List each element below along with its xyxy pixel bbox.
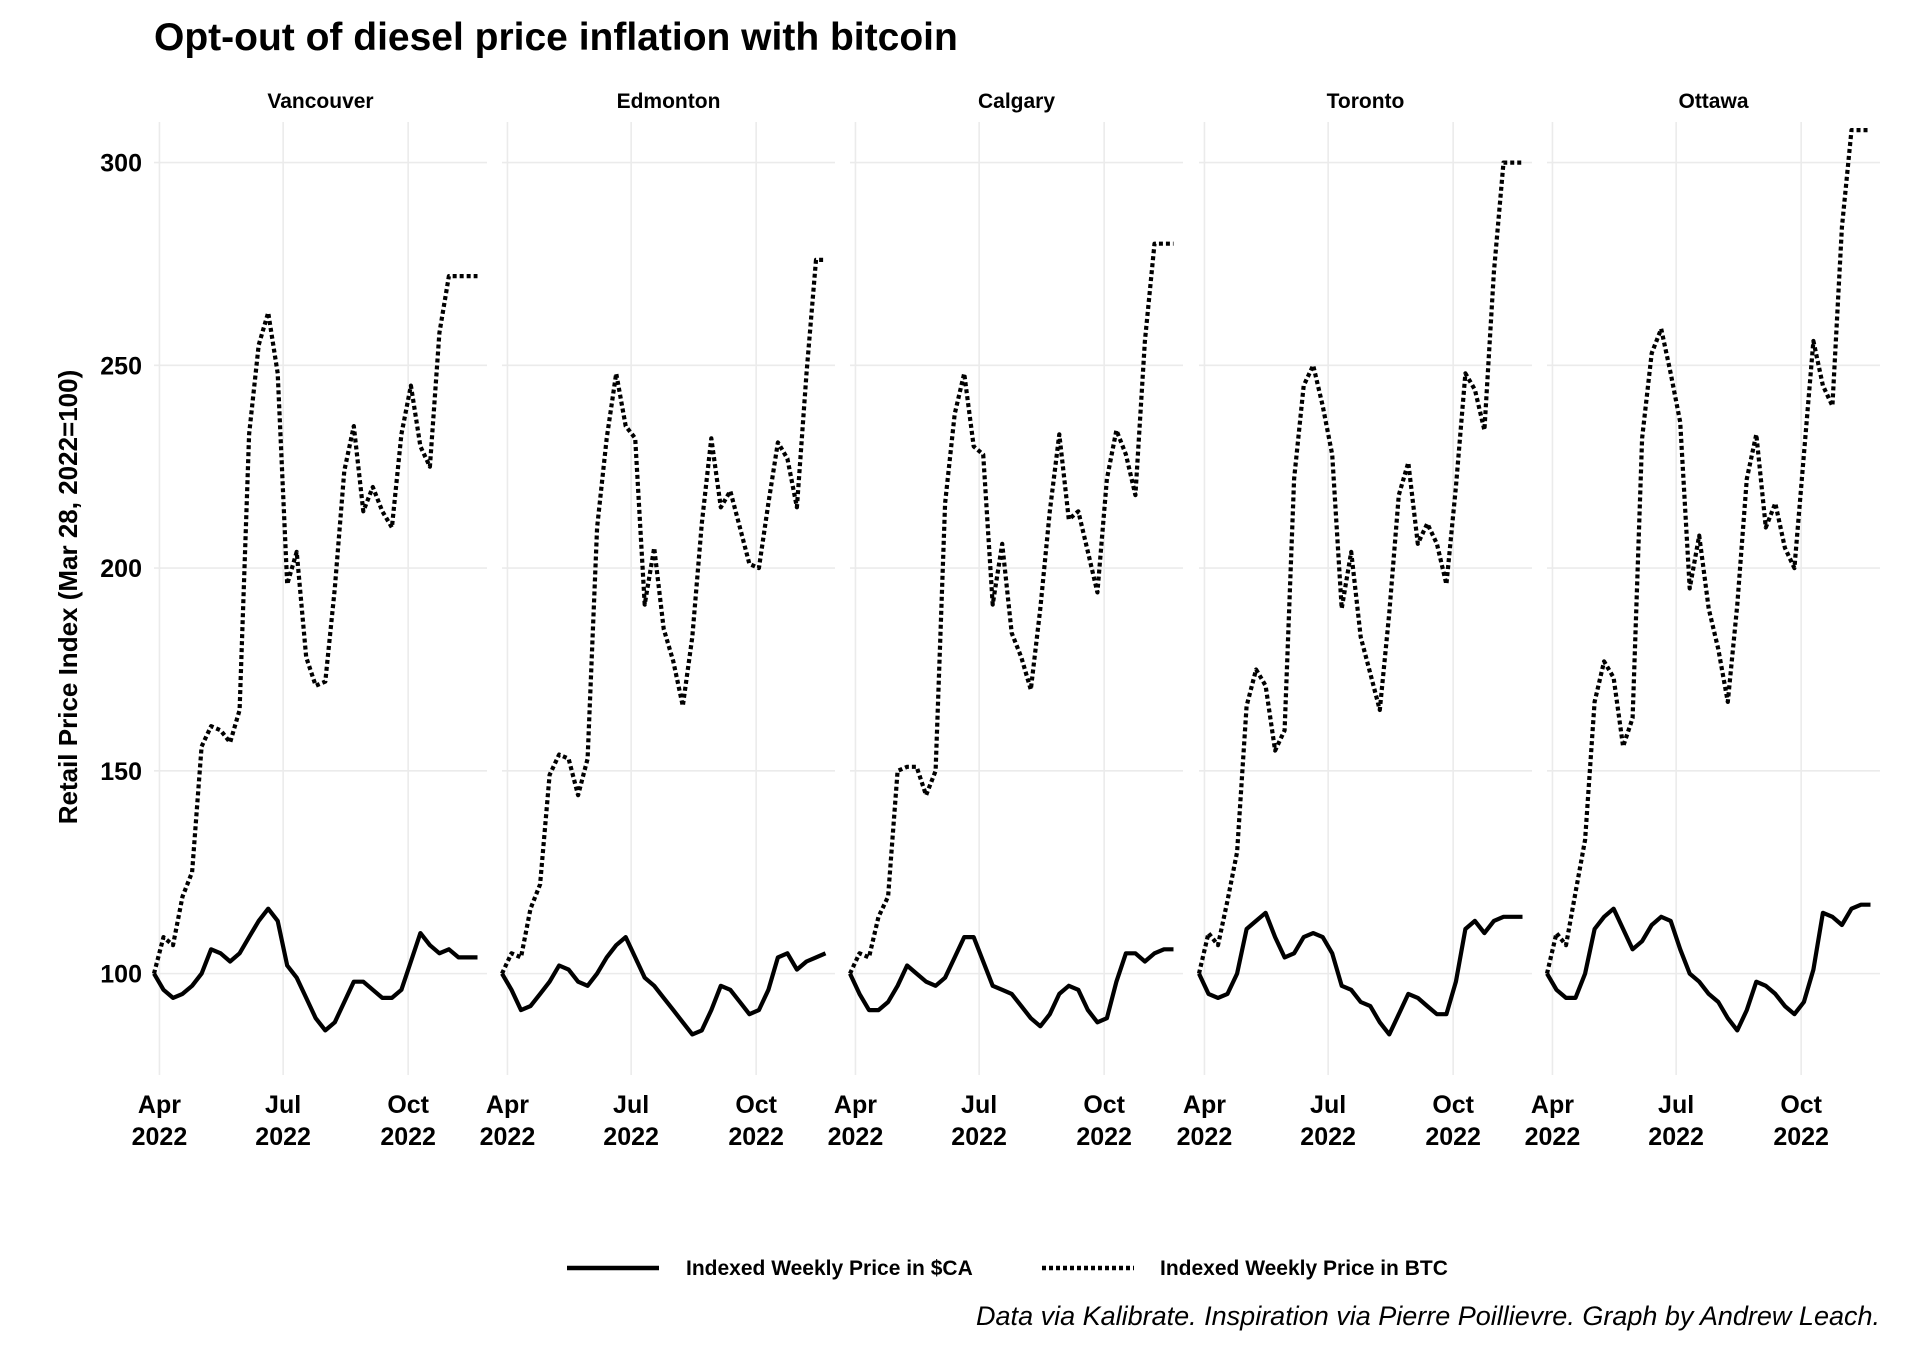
legend-label: Indexed Weekly Price in BTC (1160, 1257, 1448, 1280)
series-line-btc (151, 274, 478, 975)
x-tick-label-year: 2022 (1648, 1123, 1704, 1151)
x-tick-label: Jul (613, 1091, 649, 1119)
x-tick-label: Oct (1432, 1091, 1474, 1119)
chart-title: Opt-out of diesel price inflation with b… (154, 16, 958, 59)
x-tick-label: Oct (1083, 1091, 1125, 1119)
x-tick-label-year: 2022 (603, 1123, 659, 1151)
series-line-btc (1544, 128, 1871, 975)
panel-strip-label: Vancouver (267, 90, 373, 113)
series-line-btc (500, 257, 826, 975)
series-line-cad (848, 934, 1174, 1029)
panel-strip-label: Calgary (978, 90, 1055, 113)
series-line-cad (1197, 910, 1523, 1037)
panels-layer: Vancouver Apr 2022 Jul 2022 Oct 2022 100 150 200 2… (100, 90, 1880, 1151)
x-tick-label-year: 2022 (828, 1123, 884, 1151)
panel-strip-label: Ottawa (1678, 90, 1748, 113)
panel-calgary: Calgary Apr 2022 Jul 2022 Oct 2022 (828, 90, 1183, 1151)
x-tick-label: Oct (387, 1091, 429, 1119)
x-tick-label: Apr (1531, 1091, 1574, 1119)
x-tick-label-year: 2022 (951, 1123, 1007, 1151)
y-tick-label: 300 (100, 150, 142, 178)
x-tick-label-year: 2022 (1300, 1123, 1356, 1151)
series-line-cad (1545, 902, 1871, 1033)
panel-ottawa: Ottawa Apr 2022 Jul 2022 Oct 2022 (1525, 90, 1880, 1151)
x-tick-label: Jul (1310, 1091, 1346, 1119)
x-tick-label: Oct (735, 1091, 777, 1119)
x-tick-label-year: 2022 (480, 1123, 536, 1151)
x-tick-label-year: 2022 (1076, 1123, 1132, 1151)
legend-label: Indexed Weekly Price in $CA (686, 1257, 973, 1280)
x-tick-label-year: 2022 (1425, 1123, 1481, 1151)
panel-strip-label: Toronto (1327, 90, 1405, 113)
y-tick-label: 150 (100, 758, 142, 786)
y-tick-label: 250 (100, 352, 142, 380)
x-tick-label: Apr (138, 1091, 181, 1119)
series-line-cad (152, 906, 478, 1033)
panel-strip-label: Edmonton (617, 90, 721, 113)
panel-vancouver: Vancouver Apr 2022 Jul 2022 Oct 2022 100 150 200 2… (100, 90, 487, 1151)
y-axis-label: Retail Price Index (Mar 28, 2022=100) (53, 370, 83, 825)
x-tick-label-year: 2022 (728, 1123, 784, 1151)
x-tick-label: Apr (834, 1091, 877, 1119)
x-tick-label: Apr (486, 1091, 529, 1119)
x-tick-label: Oct (1780, 1091, 1822, 1119)
panel-edmonton: Edmonton Apr 2022 Jul 2022 Oct 2022 (480, 90, 835, 1151)
x-tick-label-year: 2022 (1773, 1123, 1829, 1151)
x-tick-label-year: 2022 (1177, 1123, 1233, 1151)
series-line-cad (500, 934, 827, 1037)
y-tick-label: 200 (100, 555, 142, 583)
x-tick-label: Apr (1183, 1091, 1226, 1119)
legend: Indexed Weekly Price in $CA Indexed Weekl… (567, 1257, 1448, 1280)
x-tick-label: Jul (1658, 1091, 1694, 1119)
x-tick-label-year: 2022 (1525, 1123, 1581, 1151)
y-tick-label: 100 (100, 961, 142, 989)
x-tick-label: Jul (961, 1091, 997, 1119)
panel-toronto: Toronto Apr 2022 Jul 2022 Oct 2022 (1177, 90, 1532, 1151)
chart-caption: Data via Kalibrate. Inspiration via Pier… (976, 1301, 1880, 1331)
series-line-btc (1196, 160, 1523, 975)
x-tick-label-year: 2022 (380, 1123, 436, 1151)
x-tick-label-year: 2022 (255, 1123, 311, 1151)
x-tick-label: Jul (265, 1091, 301, 1119)
series-line-btc (848, 241, 1174, 975)
x-tick-label-year: 2022 (132, 1123, 188, 1151)
